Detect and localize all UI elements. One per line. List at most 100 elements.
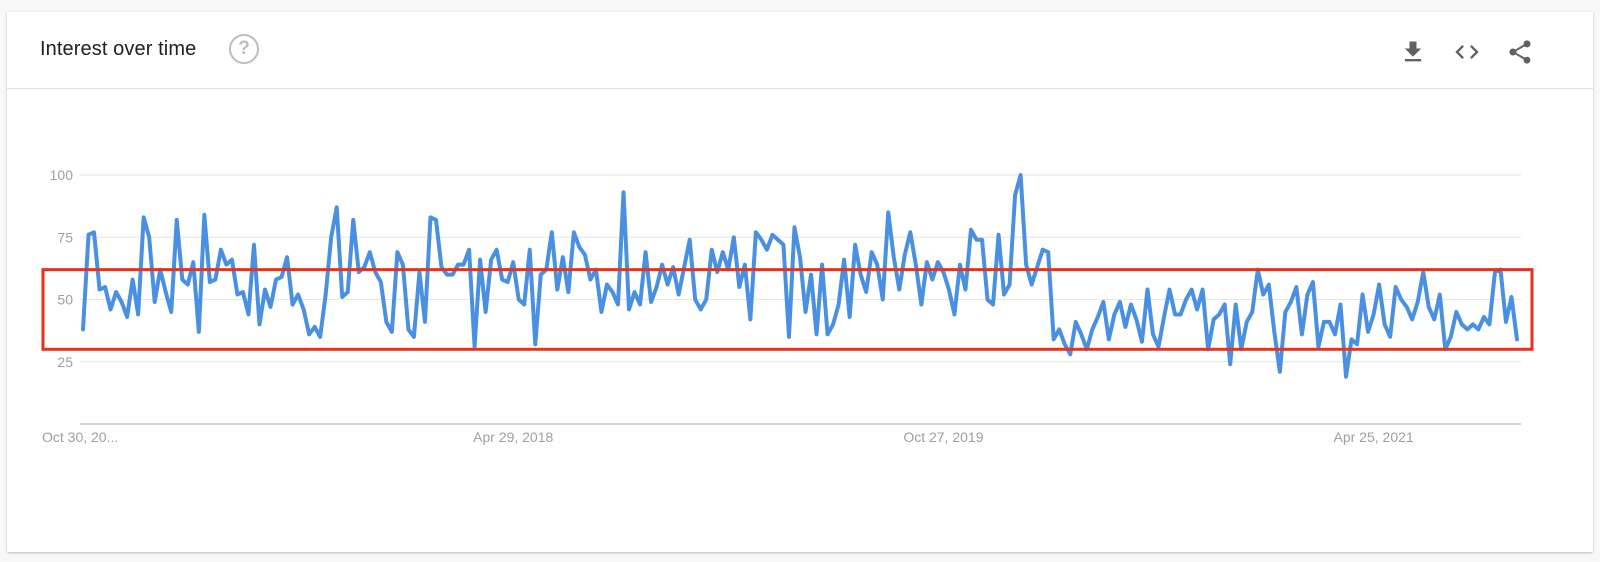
help-icon[interactable]: ?	[229, 34, 259, 64]
data-point	[1041, 248, 1044, 251]
data-point	[324, 293, 327, 296]
data-point	[357, 271, 360, 273]
y-tick-label: 25	[57, 354, 73, 370]
data-point	[1163, 316, 1165, 318]
data-point	[611, 291, 614, 293]
data-point	[1014, 194, 1016, 196]
data-point	[1102, 301, 1105, 303]
data-point	[82, 328, 84, 331]
data-point	[313, 326, 316, 328]
data-point	[1427, 306, 1430, 308]
data-point	[826, 333, 829, 336]
data-point	[186, 283, 189, 286]
data-point	[1328, 321, 1331, 323]
data-point	[909, 231, 912, 234]
data-point	[181, 278, 184, 281]
data-point	[1245, 321, 1248, 323]
data-point	[164, 291, 167, 293]
data-point	[203, 214, 206, 216]
data-point	[1411, 318, 1414, 321]
card-header: Interest over time ?	[7, 12, 1593, 89]
data-point	[1505, 321, 1507, 323]
data-point	[584, 253, 586, 256]
data-point	[214, 278, 217, 281]
data-point	[1152, 333, 1154, 336]
data-point	[887, 211, 890, 214]
data-point	[683, 266, 685, 268]
data-point	[1455, 311, 1458, 313]
data-point	[242, 291, 244, 293]
data-point	[617, 303, 619, 306]
data-point	[600, 311, 603, 313]
data-point	[1317, 346, 1320, 348]
data-point	[1268, 283, 1270, 286]
data-point	[755, 231, 757, 234]
data-point	[402, 263, 404, 266]
data-point	[832, 323, 834, 326]
data-point	[578, 246, 581, 249]
data-point	[903, 253, 906, 256]
data-point	[694, 298, 697, 301]
data-point	[1433, 318, 1436, 321]
data-point	[346, 291, 349, 293]
data-point	[777, 238, 779, 241]
data-point	[771, 233, 774, 236]
data-point	[517, 298, 520, 301]
share-button[interactable]	[1504, 36, 1536, 68]
data-point	[1290, 301, 1292, 303]
data-point	[484, 311, 487, 313]
data-point	[258, 323, 261, 326]
data-point	[1262, 293, 1265, 296]
data-point	[1047, 251, 1049, 253]
data-point	[1295, 286, 1298, 288]
data-point	[1477, 328, 1480, 331]
data-point	[523, 303, 526, 306]
data-point	[1383, 323, 1386, 326]
data-point	[1510, 296, 1513, 298]
data-point	[1119, 301, 1121, 303]
download-button[interactable]	[1397, 36, 1429, 68]
data-point	[716, 271, 719, 273]
data-point	[424, 321, 426, 323]
data-point	[153, 301, 156, 303]
data-point	[1124, 326, 1127, 328]
data-point	[975, 238, 978, 241]
data-point	[1251, 311, 1254, 313]
data-point	[749, 318, 752, 321]
data-point	[1416, 301, 1419, 303]
card-title: Interest over time	[40, 38, 197, 60]
data-point	[391, 331, 393, 333]
data-point	[330, 236, 332, 239]
embed-code-button[interactable]	[1451, 36, 1483, 68]
x-tick-label: Apr 29, 2018	[473, 429, 553, 445]
data-point	[539, 273, 542, 276]
data-point	[413, 336, 415, 338]
data-point	[793, 226, 796, 229]
data-point	[931, 278, 934, 281]
data-point	[1339, 303, 1342, 306]
data-point	[1003, 293, 1005, 296]
data-point	[661, 263, 663, 266]
download-icon	[1404, 41, 1422, 62]
data-point	[142, 216, 145, 219]
data-point	[1389, 336, 1391, 338]
data-point	[1069, 353, 1072, 356]
data-point	[804, 311, 807, 313]
data-point	[821, 263, 823, 266]
data-point	[457, 263, 459, 266]
data-point	[1080, 333, 1083, 336]
data-point	[981, 238, 983, 241]
data-point	[209, 281, 211, 283]
data-point	[1472, 323, 1474, 326]
interest-over-time-card: Interest over time ?	[7, 12, 1593, 552]
data-point	[942, 271, 945, 273]
data-point	[650, 301, 652, 303]
data-point	[1130, 303, 1132, 306]
data-point	[892, 256, 895, 258]
data-point	[269, 306, 272, 308]
data-point	[1174, 313, 1176, 316]
data-point	[501, 278, 503, 281]
data-point	[175, 219, 178, 221]
x-tick-label: Oct 27, 2019	[903, 429, 983, 445]
data-point	[1141, 341, 1143, 343]
